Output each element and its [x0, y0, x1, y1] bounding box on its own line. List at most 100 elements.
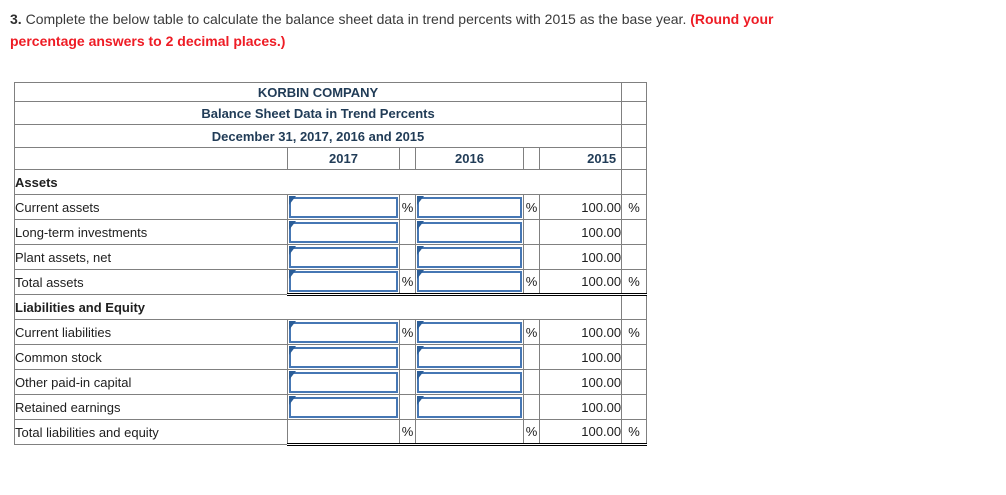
- base-year-value: 100.00: [538, 219, 623, 245]
- trend-percent-input-2017[interactable]: [289, 396, 398, 418]
- table-body: Assets Current assets%% 100.00% Long-term i…: [13, 169, 648, 446]
- percent-cell: %: [399, 269, 416, 296]
- problem-text: Complete the below table to calculate th…: [25, 11, 687, 27]
- value-cell-2016: [415, 319, 524, 345]
- percent-cell: [399, 219, 416, 245]
- input-box: [417, 345, 522, 368]
- trend-percent-input-2017[interactable]: [289, 221, 398, 243]
- percent-cell: %: [523, 194, 540, 220]
- value-cell-2017: [287, 194, 400, 220]
- year-header-row: 2017 2016 2015: [14, 147, 648, 170]
- percent-cell: [621, 219, 648, 245]
- input-box: [417, 395, 522, 418]
- percent-cell: [399, 344, 416, 370]
- table-row: Current assets%% 100.00%: [14, 194, 648, 220]
- trend-percent-input-2017[interactable]: [289, 271, 398, 292]
- input-box: [289, 320, 398, 343]
- header-spacer-cell: [621, 147, 648, 170]
- table-subtitle: Balance Sheet Data in Trend Percents: [13, 101, 623, 125]
- percent-cell: %: [621, 269, 648, 296]
- row-label: Total assets: [14, 269, 288, 295]
- value-cell-2016: [415, 269, 524, 296]
- table-title-row-company: KORBIN COMPANY: [13, 82, 648, 102]
- trend-percent-input-2016[interactable]: [417, 196, 522, 218]
- trend-percent-input-2016[interactable]: [417, 371, 522, 393]
- table-row: Total assets%% 100.00%: [14, 269, 648, 296]
- percent-cell: [523, 344, 540, 370]
- problem-emphasis-start: (Round your: [690, 11, 774, 27]
- base-year-value: 100.00: [538, 419, 623, 446]
- percent-cell: %: [523, 319, 540, 345]
- section-label: Liabilities and Equity: [13, 294, 623, 320]
- value-cell-2016: [415, 394, 524, 420]
- table-row: Assets: [13, 169, 648, 195]
- percent-cell: %: [399, 194, 416, 220]
- row-label: Retained earnings: [14, 394, 288, 420]
- trend-percent-input-2017[interactable]: [289, 196, 398, 218]
- percent-cell: [621, 344, 648, 370]
- input-box: [417, 320, 522, 343]
- trend-percent-input-2016[interactable]: [417, 221, 522, 243]
- trend-percent-input-2016[interactable]: [417, 271, 522, 292]
- trend-percent-input-2016[interactable]: [417, 346, 522, 368]
- table-date-line: December 31, 2017, 2016 and 2015: [13, 124, 623, 148]
- percent-cell: %: [621, 419, 648, 446]
- trend-percent-input-2016[interactable]: [417, 396, 522, 418]
- company-name: KORBIN COMPANY: [13, 82, 623, 102]
- percent-cell: [399, 394, 416, 420]
- input-box: [289, 220, 398, 243]
- base-year-value: 100.00: [538, 344, 623, 370]
- header-spacer-cell: [621, 124, 648, 148]
- percent-cell: [523, 394, 540, 420]
- percent-cell: [399, 244, 416, 270]
- percent-cell: %: [399, 419, 416, 446]
- input-box: [417, 270, 522, 292]
- input-box: [417, 220, 522, 243]
- input-box: [289, 195, 398, 218]
- value-cell-2016: [415, 344, 524, 370]
- base-year-value: 100.00: [538, 369, 623, 395]
- trend-percent-input-2016[interactable]: [417, 246, 522, 268]
- value-cell-2017: [287, 344, 400, 370]
- table-row: Liabilities and Equity: [13, 294, 648, 320]
- row-label: Plant assets, net: [14, 244, 288, 270]
- value-cell-2017: [287, 369, 400, 395]
- table-row: Plant assets, net 100.00: [14, 244, 648, 270]
- problem-statement: 3. Complete the below table to calculate…: [10, 8, 990, 52]
- value-cell-2016: [415, 369, 524, 395]
- trend-percent-input-2017[interactable]: [289, 346, 398, 368]
- table-row: Current liabilities%% 100.00%: [14, 319, 648, 345]
- percent-cell: [523, 244, 540, 270]
- trend-percent-input-2017[interactable]: [289, 321, 398, 343]
- percent-cell: %: [523, 419, 540, 446]
- header-spacer-cell: [399, 147, 416, 170]
- percent-cell: %: [399, 319, 416, 345]
- value-cell-2017: [287, 269, 400, 296]
- column-header-2016: 2016: [415, 147, 524, 170]
- percent-cell: %: [523, 269, 540, 296]
- header-spacer-cell: [523, 147, 540, 170]
- value-cell-2016: [415, 219, 524, 245]
- header-spacer-cell: [621, 82, 648, 102]
- trend-percent-input-2017[interactable]: [289, 246, 398, 268]
- table-title-row-subtitle: Balance Sheet Data in Trend Percents: [13, 101, 648, 125]
- trend-percent-input-2017[interactable]: [289, 371, 398, 393]
- input-box: [417, 195, 522, 218]
- problem-number: 3.: [10, 11, 22, 27]
- input-box: [289, 345, 398, 368]
- table-row: Common stock 100.00: [14, 344, 648, 370]
- input-box: [289, 395, 398, 418]
- percent-cell: [523, 369, 540, 395]
- row-label: Long-term investments: [14, 219, 288, 245]
- base-year-value: 100.00: [538, 194, 623, 220]
- input-box: [417, 245, 522, 268]
- base-year-value: 100.00: [538, 394, 623, 420]
- percent-cell: [399, 369, 416, 395]
- table-title-row-dates: December 31, 2017, 2016 and 2015: [13, 124, 648, 148]
- value-cell-2016: [415, 244, 524, 270]
- table-row: Total liabilities and equity%% 100.00%: [14, 419, 648, 446]
- base-year-value: 100.00: [538, 244, 623, 270]
- header-spacer-cell: [621, 101, 648, 125]
- trend-percent-input-2016[interactable]: [417, 321, 522, 343]
- row-label: Common stock: [14, 344, 288, 370]
